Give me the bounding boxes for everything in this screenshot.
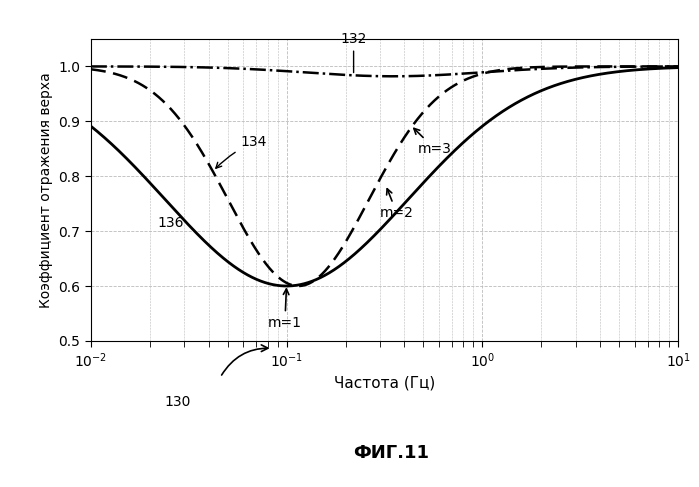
X-axis label: Частота (Гц): Частота (Гц) xyxy=(334,375,435,391)
Text: m=1: m=1 xyxy=(268,289,302,330)
Y-axis label: Коэффициент отражения верха: Коэффициент отражения верха xyxy=(39,72,53,308)
Text: m=3: m=3 xyxy=(414,129,452,156)
Text: m=2: m=2 xyxy=(380,189,414,221)
Text: ФИГ.11: ФИГ.11 xyxy=(354,444,429,462)
Text: 130: 130 xyxy=(164,395,191,409)
Text: 132: 132 xyxy=(340,32,367,73)
Text: 134: 134 xyxy=(216,135,266,168)
Text: 136: 136 xyxy=(158,216,185,230)
